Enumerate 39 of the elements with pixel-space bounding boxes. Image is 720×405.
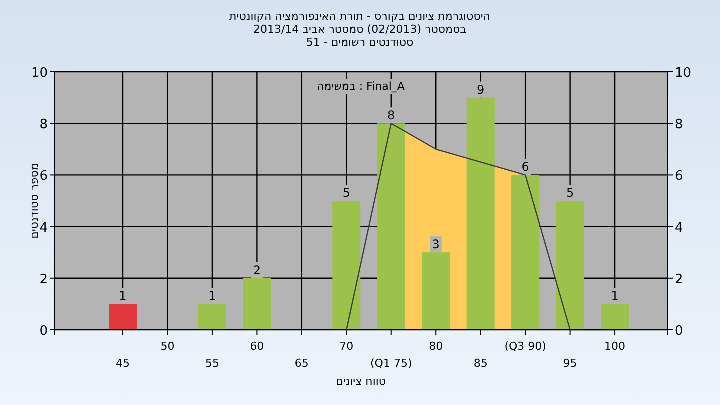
y2-tick-label: 8 — [675, 118, 684, 133]
y-tick-label: 4 — [40, 220, 48, 236]
y-axis-title: מספר סטודנטים — [28, 163, 41, 239]
data-label: 1 — [119, 289, 127, 304]
chart-subtitle: בסמסטר (02/2013) סמסטר אביב 2013/14 סטודנטים רשומים - 51 — [253, 23, 467, 49]
data-label: 5 — [342, 186, 350, 200]
y2-tick-label: 4 — [675, 220, 684, 236]
data-label: 8 — [388, 108, 396, 123]
y-tick-label: 10 — [31, 66, 48, 81]
x-tick-label: 50 — [160, 340, 175, 353]
annotation: Final_A : במשימה — [317, 80, 406, 93]
x-tick-label: 70 — [340, 340, 354, 353]
data-label: 9 — [477, 82, 485, 97]
data-label: 2 — [253, 263, 262, 278]
x-tick-label: (Q3 90) — [504, 340, 546, 353]
y-tick-label: 8 — [40, 118, 48, 133]
y-tick-label: 2 — [40, 272, 48, 288]
x-tick-label: (Q1 75) — [370, 357, 412, 370]
x-tick-label: 80 — [429, 340, 444, 353]
x-axis-title: טווח ציונים — [336, 375, 386, 388]
x-tick-label: 95 — [563, 357, 578, 370]
x-tick-label: 60 — [250, 340, 264, 353]
y2-tick-label: 2 — [675, 272, 684, 288]
y-tick-label: 0 — [40, 324, 48, 339]
y2-tick-label: 6 — [675, 169, 684, 184]
data-label: 1 — [611, 289, 619, 304]
y2-tick-label: 10 — [675, 66, 692, 81]
data-label: 5 — [566, 186, 574, 200]
chart-title: היסטוגרמת ציונים בקורס - תורת האינפורמציה הקוונטית — [230, 10, 490, 23]
x-tick-label: 100 — [604, 340, 626, 353]
x-tick-label: 85 — [474, 357, 488, 370]
y2-tick-label: 0 — [675, 324, 684, 339]
data-label: 3 — [432, 238, 440, 252]
x-tick-label: 65 — [294, 357, 309, 370]
y-tick-label: 6 — [40, 169, 48, 184]
x-tick-label: 55 — [205, 357, 220, 370]
x-tick-label: 45 — [116, 357, 130, 370]
data-label: 6 — [522, 160, 530, 174]
data-label: 1 — [208, 289, 216, 304]
